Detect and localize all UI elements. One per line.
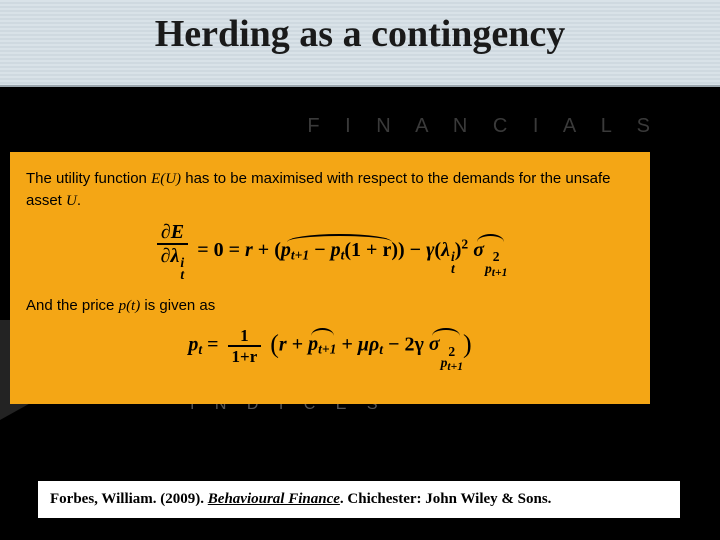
reference-box: Forbes, William. (2009). Behavioural Fin… — [38, 481, 680, 518]
eq1-den-sub: t — [180, 269, 184, 281]
eq1-r: r — [245, 239, 253, 261]
slide-title: Herding as a contingency — [0, 12, 720, 56]
eq2-pt1-sub: t+1 — [318, 342, 336, 357]
ref-author: Forbes, William. (2009). — [50, 491, 208, 507]
intro-2-b: is given as — [140, 297, 215, 314]
eq1-sigma: σ — [473, 239, 484, 261]
eq1-pt1-sub: t+1 — [291, 247, 309, 262]
ref-title: Behavioural Finance — [208, 491, 340, 507]
eq2-r: r — [279, 333, 287, 355]
eq1-minus: − — [314, 239, 330, 261]
eq1-lam-sub: t — [451, 263, 455, 275]
eq1-sig-sub-sub: t+1 — [492, 266, 508, 279]
eq1-pt1: p — [281, 239, 291, 261]
ghost-text-financials: F I N A N C I A L S — [307, 115, 660, 138]
eq1-den-base: ∂λ — [161, 245, 180, 267]
eq2-plus2: + — [341, 333, 357, 355]
eq2-mu: μρ — [358, 333, 379, 355]
eq1-lparen1: ( — [274, 239, 281, 261]
eq1-1pr: (1 + r) — [344, 239, 398, 261]
eq2-mu-sub: t — [379, 342, 383, 357]
eq1-eq-zero: = 0 = — [197, 239, 245, 261]
eq2-eq: = — [207, 333, 223, 355]
intro-text-1: The utility function E(U) has to be maxi… — [26, 168, 634, 212]
eq1-rparen1: ) — [398, 239, 405, 261]
eq2-hat2: σ2pt+1 — [429, 332, 463, 372]
equation-1: ∂E ∂λit = 0 = r + (pt+1 − pt(1 + r)) − γ… — [26, 222, 634, 281]
eq2-plus1: + — [292, 333, 308, 355]
content-box: The utility function E(U) has to be maxi… — [10, 152, 650, 404]
eq2-lparen: ( — [270, 329, 279, 358]
eq2-pt1: p — [308, 333, 318, 355]
intro-2-a: And the price — [26, 297, 119, 314]
equation-2: pt = 1 1+r (r + pt+1 + μρt − 2γ σ2pt+1 ) — [26, 327, 634, 372]
intro-1-a: The utility function — [26, 170, 151, 187]
eq1-pt: p — [331, 239, 341, 261]
intro-2-var: p(t) — [119, 298, 141, 314]
eq1-sig-supsub: 2pt+1 — [485, 251, 507, 277]
eq2-minus: − — [388, 333, 404, 355]
eq2-frac: 1 1+r — [228, 327, 262, 365]
eq2-frac-den: 1+r — [228, 347, 262, 365]
eq2-lhs: p — [188, 333, 198, 355]
eq2-frac-num: 1 — [228, 327, 262, 347]
eq1-hat2: σ2pt+1 — [473, 238, 507, 278]
eq1-minus2: − — [410, 239, 426, 261]
eq1-sig-sub: pt+1 — [485, 263, 507, 278]
ref-rest: . Chichester: John Wiley & Sons. — [340, 491, 552, 507]
eq2-rparen: ) — [463, 329, 472, 358]
intro-1-c: . — [77, 192, 81, 209]
eq1-den-supsub: it — [180, 257, 184, 280]
intro-1-var: E(U) — [151, 171, 181, 187]
eq1-lhs-frac: ∂E ∂λit — [157, 222, 189, 281]
eq1-num: ∂E — [157, 222, 189, 245]
eq1-sq: 2 — [461, 236, 468, 251]
intro-text-2: And the price p(t) is given as — [26, 295, 634, 317]
eq1-lambda: λ — [441, 239, 450, 261]
eq2-sig-supsub: 2pt+1 — [441, 346, 463, 372]
eq2-hat1: pt+1 — [308, 332, 336, 358]
eq2-sigma: σ — [429, 333, 440, 355]
eq1-hat1: (pt+1 − pt(1 + r)) — [274, 238, 404, 264]
slide-root: Herding as a contingency F I N A N C I A… — [0, 0, 720, 540]
eq2-2g: 2γ — [404, 333, 423, 355]
eq1-den: ∂λit — [157, 245, 189, 281]
eq2-sig-sub-sub: t+1 — [447, 360, 463, 373]
eq1-sig-sub-base: p — [485, 261, 492, 276]
intro-1-var2: U — [66, 193, 77, 209]
eq2-sig-sub: pt+1 — [441, 357, 463, 372]
eq1-plus1: + — [258, 239, 274, 261]
eq2-lhs-sub: t — [198, 342, 202, 357]
